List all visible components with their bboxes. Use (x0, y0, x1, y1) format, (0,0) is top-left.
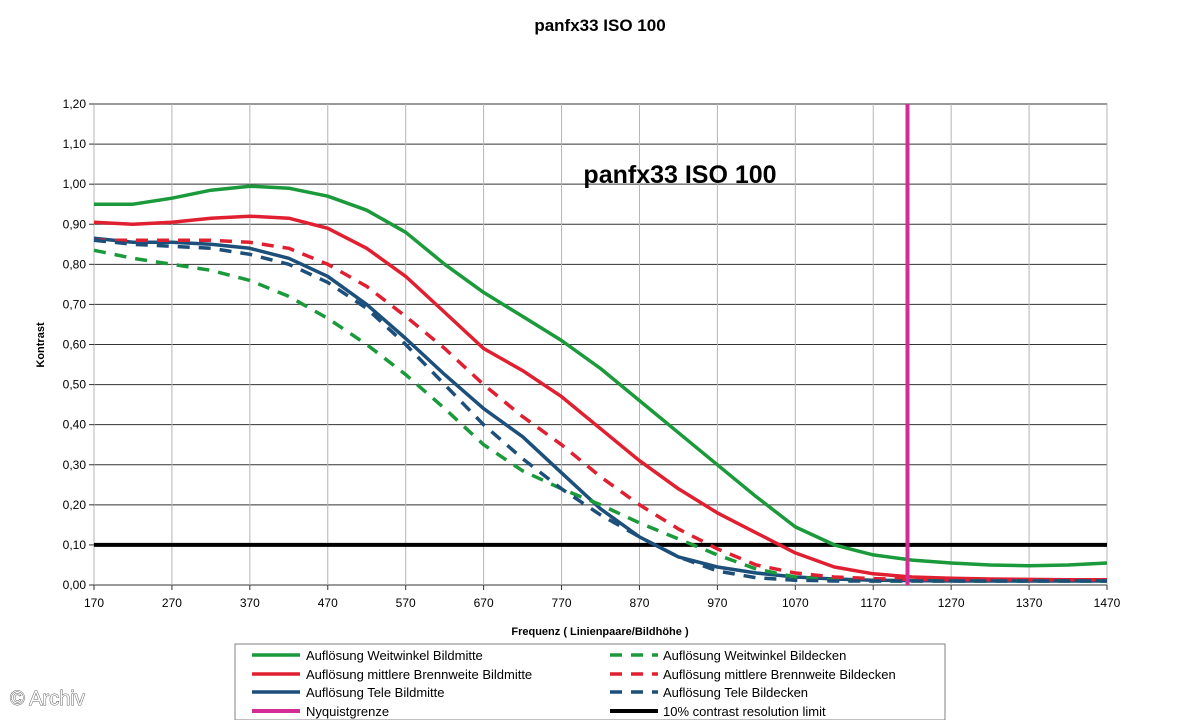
x-tick-label: 170 (84, 596, 104, 610)
x-tick-label: 1270 (938, 596, 965, 610)
x-tick-label: 1070 (782, 596, 809, 610)
series-line-aufl-sung-tele-bildecken (93, 238, 1107, 583)
series-line-aufl-sung-weitwinkel-bildmitte (94, 184, 1108, 568)
y-tick-label: 1,10 (63, 137, 87, 151)
x-tick-label: 670 (474, 596, 494, 610)
y-tick-label: 0,00 (63, 578, 87, 592)
legend-box (234, 643, 946, 720)
y-tick-label: 0,80 (63, 257, 87, 271)
legend-label-aufl-sung-weitwinkel-bildmitte: Auflösung Weitwinkel Bildmitte (306, 648, 483, 663)
y-tick-label: 0,60 (63, 338, 87, 352)
series-layer (93, 104, 1108, 585)
x-tick-label: 770 (552, 596, 572, 610)
x-tick-label: 1470 (1094, 596, 1121, 610)
y-tick-label: 0,70 (63, 297, 87, 311)
legend-label-aufl-sung-tele-bildecken: Auflösung Tele Bildecken (663, 685, 808, 700)
legend: Auflösung Weitwinkel Bildmitte Auflösung … (252, 648, 896, 719)
x-tick-label: 470 (318, 596, 338, 610)
legend-label-nyquistgrenze: Nyquistgrenze (306, 704, 389, 719)
legend-label-aufl-sung-mittlere-brennweite-bildecken: Auflösung mittlere Brennweite Bildecken (663, 667, 896, 682)
y-tick-label: 0,10 (63, 538, 87, 552)
y-tick-label: 0,40 (63, 418, 87, 432)
y-axis-label: Kontrast (35, 322, 47, 368)
x-tick-label: 570 (396, 596, 416, 610)
chart-title: panfx33 ISO 100 (534, 16, 665, 35)
y-axis-ticks: 0,00 0,10 0,20 0,30 0,40 0,50 0,60 0,70 0,80 0,90… (63, 97, 94, 592)
x-tick-label: 970 (707, 596, 727, 610)
y-tick-label: 1,20 (63, 97, 87, 111)
x-axis-label: Frequenz ( Linienpaare/Bildhöhe ) (511, 626, 689, 638)
x-tick-label: 870 (629, 596, 649, 610)
archive-watermark: © Archiv (10, 688, 85, 710)
legend-label-aufl-sung-mittlere-brennweite-bildmitte: Auflösung mittlere Brennweite Bildmitte (306, 667, 532, 682)
series-line-aufl-sung-mittlere-brennweite-bildmitte (93, 214, 1107, 582)
x-tick-label: 370 (240, 596, 260, 610)
x-tick-label: 1170 (860, 596, 886, 610)
y-tick-label: 0,90 (63, 217, 87, 231)
x-axis-ticks: 170 270 370 470 570 670 770 870 970 1070 1170 1270 1… (84, 585, 1121, 610)
legend-label-aufl-sung-tele-bildmitte: Auflösung Tele Bildmitte (306, 685, 445, 700)
y-tick-label: 0,30 (63, 458, 87, 472)
legend-label-aufl-sung-weitwinkel-bildecken: Auflösung Weitwinkel Bildecken (663, 648, 846, 663)
legend-label-10-contrast-resolution-limit: 10% contrast resolution limit (663, 704, 826, 719)
x-tick-label: 270 (162, 596, 182, 610)
y-tick-label: 0,20 (63, 498, 87, 512)
y-tick-label: 1,00 (63, 177, 87, 191)
inner-chart-title: panfx33 ISO 100 (583, 161, 776, 189)
x-tick-label: 1370 (1016, 596, 1043, 610)
y-tick-label: 0,50 (63, 378, 87, 392)
